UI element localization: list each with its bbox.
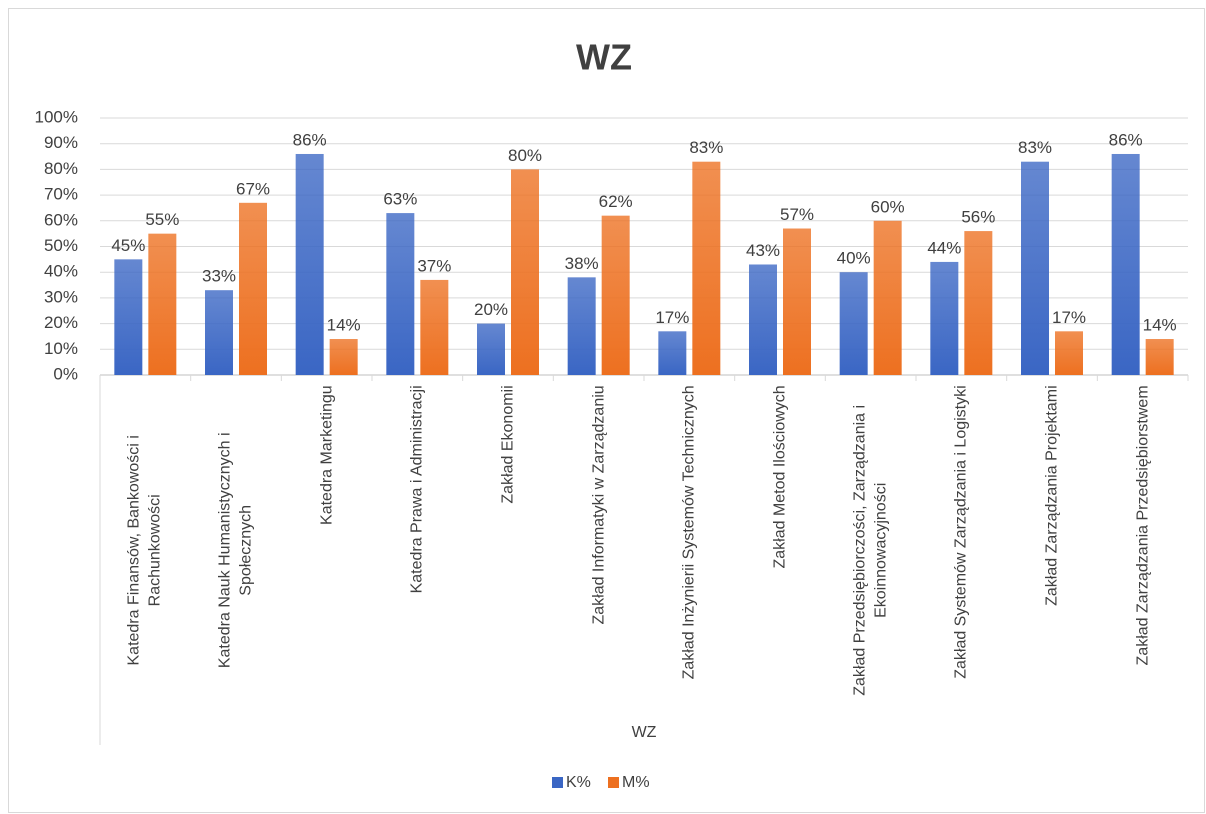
x-tick-label: Katedra Marketingu <box>318 384 336 525</box>
bar <box>601 215 630 375</box>
data-label: 60% <box>871 197 905 216</box>
x-tick-label-box: Zakład Ekonomii <box>465 385 552 715</box>
bar <box>692 161 721 375</box>
data-label: 80% <box>508 146 542 165</box>
y-tick-label: 70% <box>44 185 78 204</box>
data-label: 55% <box>145 210 179 229</box>
x-tick-label-box: Katedra Prawa i Administracji <box>374 385 461 715</box>
data-label: 38% <box>565 254 599 273</box>
bar <box>295 153 324 375</box>
bar <box>964 231 993 375</box>
bar <box>239 202 267 375</box>
bar <box>205 290 233 375</box>
bar <box>1021 161 1049 375</box>
bar <box>567 277 596 375</box>
y-tick-label: 10% <box>44 339 78 358</box>
bar <box>420 279 449 375</box>
bar <box>930 261 959 375</box>
bar <box>749 264 777 375</box>
x-tick-label: Zakład Inżynierii Systemów Technicznych <box>680 384 698 680</box>
data-label: 14% <box>327 316 361 335</box>
bar <box>873 220 902 375</box>
y-tick-label: 0% <box>53 364 78 383</box>
x-tick-label-box: Katedra Finansów, Bankowości i Rachunkow… <box>102 385 189 715</box>
x-tick-label-box: Katedra Marketingu <box>283 385 370 715</box>
y-tick-label: 50% <box>44 236 78 255</box>
data-label: 86% <box>1109 130 1143 149</box>
x-tick-label-box: Zakład Przedsiębiorczości, Zarządzania i… <box>827 385 914 715</box>
x-tick-label: Zakład Zarządzania Przedsiębiorstwem <box>1134 384 1152 666</box>
bar <box>477 323 505 375</box>
data-label: 83% <box>1018 138 1052 157</box>
bar <box>1145 339 1174 375</box>
legend-swatch <box>552 777 563 788</box>
bar <box>148 233 177 375</box>
bar <box>1055 331 1083 375</box>
bar <box>658 331 687 375</box>
y-tick-label: 60% <box>44 210 78 229</box>
data-label: 67% <box>236 179 270 198</box>
data-label: 44% <box>927 238 961 257</box>
data-label: 20% <box>474 300 508 319</box>
x-tick-label-box: Zakład Informatyki w Zarządzaniu <box>555 385 642 715</box>
bar <box>511 169 539 375</box>
y-tick-label: 90% <box>44 133 78 152</box>
legend-swatch <box>608 777 619 788</box>
data-label: 17% <box>655 308 689 327</box>
data-label: 62% <box>599 192 633 211</box>
x-tick-label: Zakład Metod Ilościowych <box>771 384 789 569</box>
x-tick-label: Katedra Prawa i Administracji <box>408 384 426 594</box>
data-label: 63% <box>383 190 417 209</box>
chart-title: WZ <box>576 37 632 78</box>
x-tick-label: Katedra Nauk Humanistycznych i Społeczny… <box>217 432 255 668</box>
x-tick-label: Zakład Informatyki w Zarządzaniu <box>590 384 608 625</box>
x-tick-label-box: Zakład Metod Ilościowych <box>737 385 824 715</box>
y-tick-label: 80% <box>44 159 78 178</box>
data-label: 43% <box>746 241 780 260</box>
legend-label: K% <box>566 774 591 791</box>
bar <box>783 228 811 375</box>
y-tick-label: 30% <box>44 287 78 306</box>
data-label: 14% <box>1143 316 1177 335</box>
legend-label: M% <box>622 774 650 791</box>
x-tick-label: Zakład Przedsiębiorczości, Zarządzania i… <box>851 404 890 696</box>
data-label: 86% <box>293 130 327 149</box>
x-tick-label-box: Zakład Inżynierii Systemów Technicznych <box>646 385 733 715</box>
data-label: 37% <box>417 256 451 275</box>
x-tick-label: Katedra Finansów, Bankowości i Rachunkow… <box>126 434 165 666</box>
y-tick-label: 40% <box>44 262 78 281</box>
y-tick-label: 100% <box>35 107 78 126</box>
x-tick-label: Zakład Zarządzania Projektami <box>1043 384 1061 606</box>
x-tick-label-box: Zakład Zarządzania Projektami <box>1009 385 1096 715</box>
bar <box>839 272 868 375</box>
data-label: 33% <box>202 267 236 286</box>
data-label: 17% <box>1052 308 1086 327</box>
data-label: 56% <box>961 208 995 227</box>
chart-border <box>8 8 1205 813</box>
x-tick-label-box: Zakład Systemów Zarządzania i Logistyki <box>918 385 1005 715</box>
x-tick-label-box: Katedra Nauk Humanistycznych i Społeczny… <box>193 385 280 715</box>
x-tick-label: Zakład Systemów Zarządzania i Logistyki <box>952 384 970 679</box>
bar <box>114 259 143 375</box>
data-label: 83% <box>689 138 723 157</box>
bar <box>1111 153 1140 375</box>
data-label: 40% <box>837 249 871 268</box>
x-axis-title: WZ <box>632 724 657 741</box>
bar <box>329 339 358 375</box>
x-tick-label-box: Zakład Zarządzania Przedsiębiorstwem <box>1099 385 1186 715</box>
data-label: 57% <box>780 205 814 224</box>
bar <box>386 213 415 375</box>
y-tick-label: 20% <box>44 313 78 332</box>
data-label: 45% <box>111 236 145 255</box>
x-tick-label: Zakład Ekonomii <box>499 384 517 504</box>
